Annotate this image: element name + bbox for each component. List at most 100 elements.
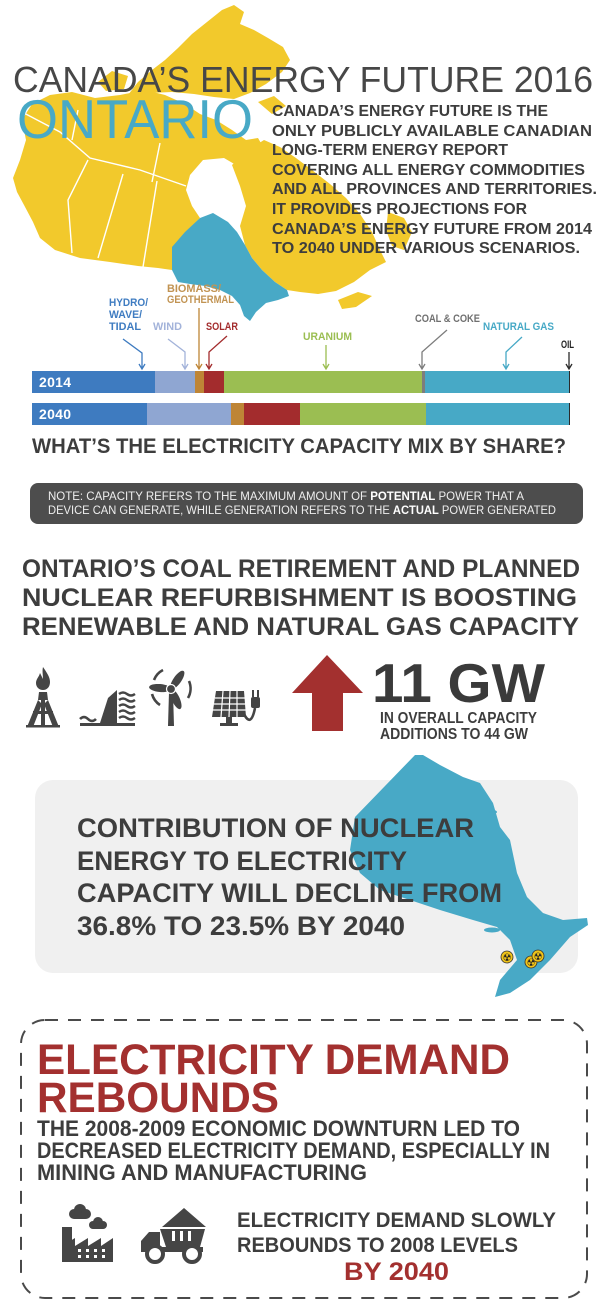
intro-line: COVERING ALL ENERGY COMMODITIES [272, 162, 585, 179]
ontario-island [484, 927, 500, 933]
capacity-additions-stat: 11 GW [372, 652, 545, 714]
nuclear-line: 36.8% TO 23.5% BY 2040 [77, 911, 405, 941]
demand-title-line: ELECTRICITY DEMAND [37, 1036, 510, 1084]
segment-biomass [194, 371, 205, 393]
quebec-labrador [232, 140, 386, 294]
legend-label-wind: WIND [153, 321, 182, 333]
note-box: NOTE: CAPACITY REFERS TO THE MAXIMUM AMO… [30, 483, 583, 524]
increase-arrow-icon [292, 655, 363, 731]
segment-wind [147, 403, 232, 425]
demand-conclus-highlight: BY 2040 [344, 1258, 449, 1286]
wind-turbine-icon [149, 668, 192, 726]
arrow-uranium-icon [322, 345, 330, 371]
hydro-dam-icon [79, 690, 136, 726]
capacity-mix-legend: HYDRO/ WAVE/ TIDAL WIND BIOMASS/ GEOTHER… [109, 283, 574, 371]
bar-year-label: 2014 [39, 374, 72, 390]
intro-line: CANADA’S ENERGY FUTURE FROM 2014 [272, 221, 592, 238]
arrow-coal-icon [418, 329, 448, 371]
arctic-island-small [98, 71, 128, 91]
arrow-biomass-icon [195, 308, 203, 371]
segment-solar [243, 403, 300, 425]
maritimes [338, 292, 372, 309]
legend-label-coal: COAL & COKE [415, 313, 480, 325]
radiation-icon: ☢ [531, 949, 545, 963]
arctic-island-small [258, 96, 286, 114]
legend-biomass: BIOMASS/ GEOTHERMAL [167, 283, 234, 306]
segment-uranium [299, 403, 427, 425]
demand-body: THE 2008-2009 ECONOMIC DOWNTURN LED TO D… [37, 1116, 550, 1185]
legend-label-geothermal: GEOTHERMAL [167, 294, 234, 306]
demand-conclusion-line: ELECTRICITY DEMAND SLOWLY [237, 1209, 556, 1232]
note-text: DEVICE CAN GENERATE, WHILE GENERATION RE… [48, 505, 393, 517]
nuclear-plant-markers: ☢ ☢ ☢ [500, 949, 545, 969]
demand-body-line: MINING AND MANUFACTURING [37, 1160, 367, 1185]
note-emphasis-actual: ACTUAL [393, 505, 439, 517]
segment-coal [421, 371, 426, 393]
radiation-glyph: ☢ [527, 958, 536, 969]
energy-source-icons [26, 667, 260, 728]
ontario-highlight [172, 213, 289, 321]
segment-biomass [231, 403, 244, 425]
note-text: NOTE: CAPACITY REFERS TO THE MAXIMUM AMO… [48, 491, 370, 503]
legend-label-natural-gas: NATURAL GAS [483, 321, 554, 333]
legend-label-oil: OIL [561, 339, 574, 351]
stat-caption-line: ADDITIONS TO 44 GW [380, 726, 528, 743]
legend-label-uranium: URANIUM [303, 331, 352, 343]
note-line-2: DEVICE CAN GENERATE, WHILE GENERATION RE… [48, 505, 556, 517]
legend-label-solar: SOLAR [206, 321, 238, 333]
natural-gas-rig-icon [26, 667, 60, 728]
demand-title-line: REBOUNDS [37, 1074, 279, 1122]
intro-line: LONG-TERM ENERGY REPORT [272, 142, 508, 159]
legend-label-biomass: BIOMASS/ [167, 283, 221, 295]
segment-oil [568, 371, 570, 393]
demand-body-line: THE 2008-2009 ECONOMIC DOWNTURN LED TO [37, 1116, 520, 1141]
segment-hydro [32, 371, 156, 393]
arrow-wind-icon [167, 338, 189, 371]
ontario-map: ☢ ☢ ☢ [350, 755, 588, 997]
segment-oil [568, 403, 570, 425]
note-line-1: NOTE: CAPACITY REFERS TO THE MAXIMUM AMO… [48, 491, 524, 503]
capacity-bar-2040: 2040 [32, 403, 570, 425]
factory-icon [62, 1204, 113, 1262]
ontario-outline [350, 755, 588, 997]
capacity-bar-2014: 2014 [32, 371, 570, 393]
intro-line: AND ALL PROVINCES AND TERRITORIES. [272, 181, 597, 198]
newfoundland [386, 212, 412, 250]
note-text: POWER GENERATED [439, 505, 556, 517]
arrow-solar-icon [205, 335, 228, 371]
nuclear-statement: CONTRIBUTION OF NUCLEAR ENERGY TO ELECTR… [77, 813, 502, 941]
segment-uranium [224, 371, 422, 393]
intro-line: TO 2040 UNDER VARIOUS SCENARIOS. [272, 240, 580, 257]
demand-title: ELECTRICITY DEMAND REBOUNDS [37, 1036, 510, 1122]
nuclear-line: ENERGY TO ELECTRICITY [77, 846, 407, 876]
segment-natural-gas [425, 371, 569, 393]
region-title: ONTARIO [17, 88, 253, 150]
segment-natural-gas [426, 403, 569, 425]
intro-line: CANADA’S ENERGY FUTURE IS THE [272, 103, 548, 120]
bar-year-label: 2040 [39, 406, 72, 422]
arrow-oil-icon [565, 352, 573, 371]
headline-line: ONTARIO’S COAL RETIREMENT AND PLANNED [22, 555, 580, 583]
segment-hydro [32, 403, 148, 425]
canada-map [13, 5, 412, 321]
radiation-icon: ☢ [500, 950, 514, 964]
note-emphasis-potential: POTENTIAL [370, 491, 435, 503]
arrow-hydro-icon [122, 338, 146, 371]
headline-line: NUCLEAR REFURBISHMENT IS BOOSTING [22, 584, 577, 612]
headline-line: RENEWABLE AND NATURAL GAS CAPACITY [22, 613, 579, 641]
legend-label-tidal: TIDAL [109, 321, 141, 333]
report-title: CANADA’S ENERGY FUTURE 2016 [13, 59, 593, 100]
legend-hydro: HYDRO/ WAVE/ TIDAL [109, 297, 148, 333]
chart-question: WHAT’S THE ELECTRICITY CAPACITY MIX BY S… [32, 435, 566, 458]
mining-dump-truck-icon [141, 1208, 206, 1264]
note-background [30, 483, 583, 524]
legend-label-hydro: HYDRO/ [109, 297, 148, 309]
intro-paragraph: CANADA’S ENERGY FUTURE IS THE ONLY PUBLI… [272, 103, 597, 257]
demand-icons [62, 1204, 206, 1264]
note-text: POWER THAT A [435, 491, 524, 503]
ontario-island [489, 810, 497, 814]
demand-body-line: DECREASED ELECTRICITY DEMAND, ESPECIALLY… [37, 1138, 550, 1163]
arctic-islands [128, 5, 290, 99]
intro-line: IT PROVIDES PROJECTIONS FOR [272, 201, 527, 218]
